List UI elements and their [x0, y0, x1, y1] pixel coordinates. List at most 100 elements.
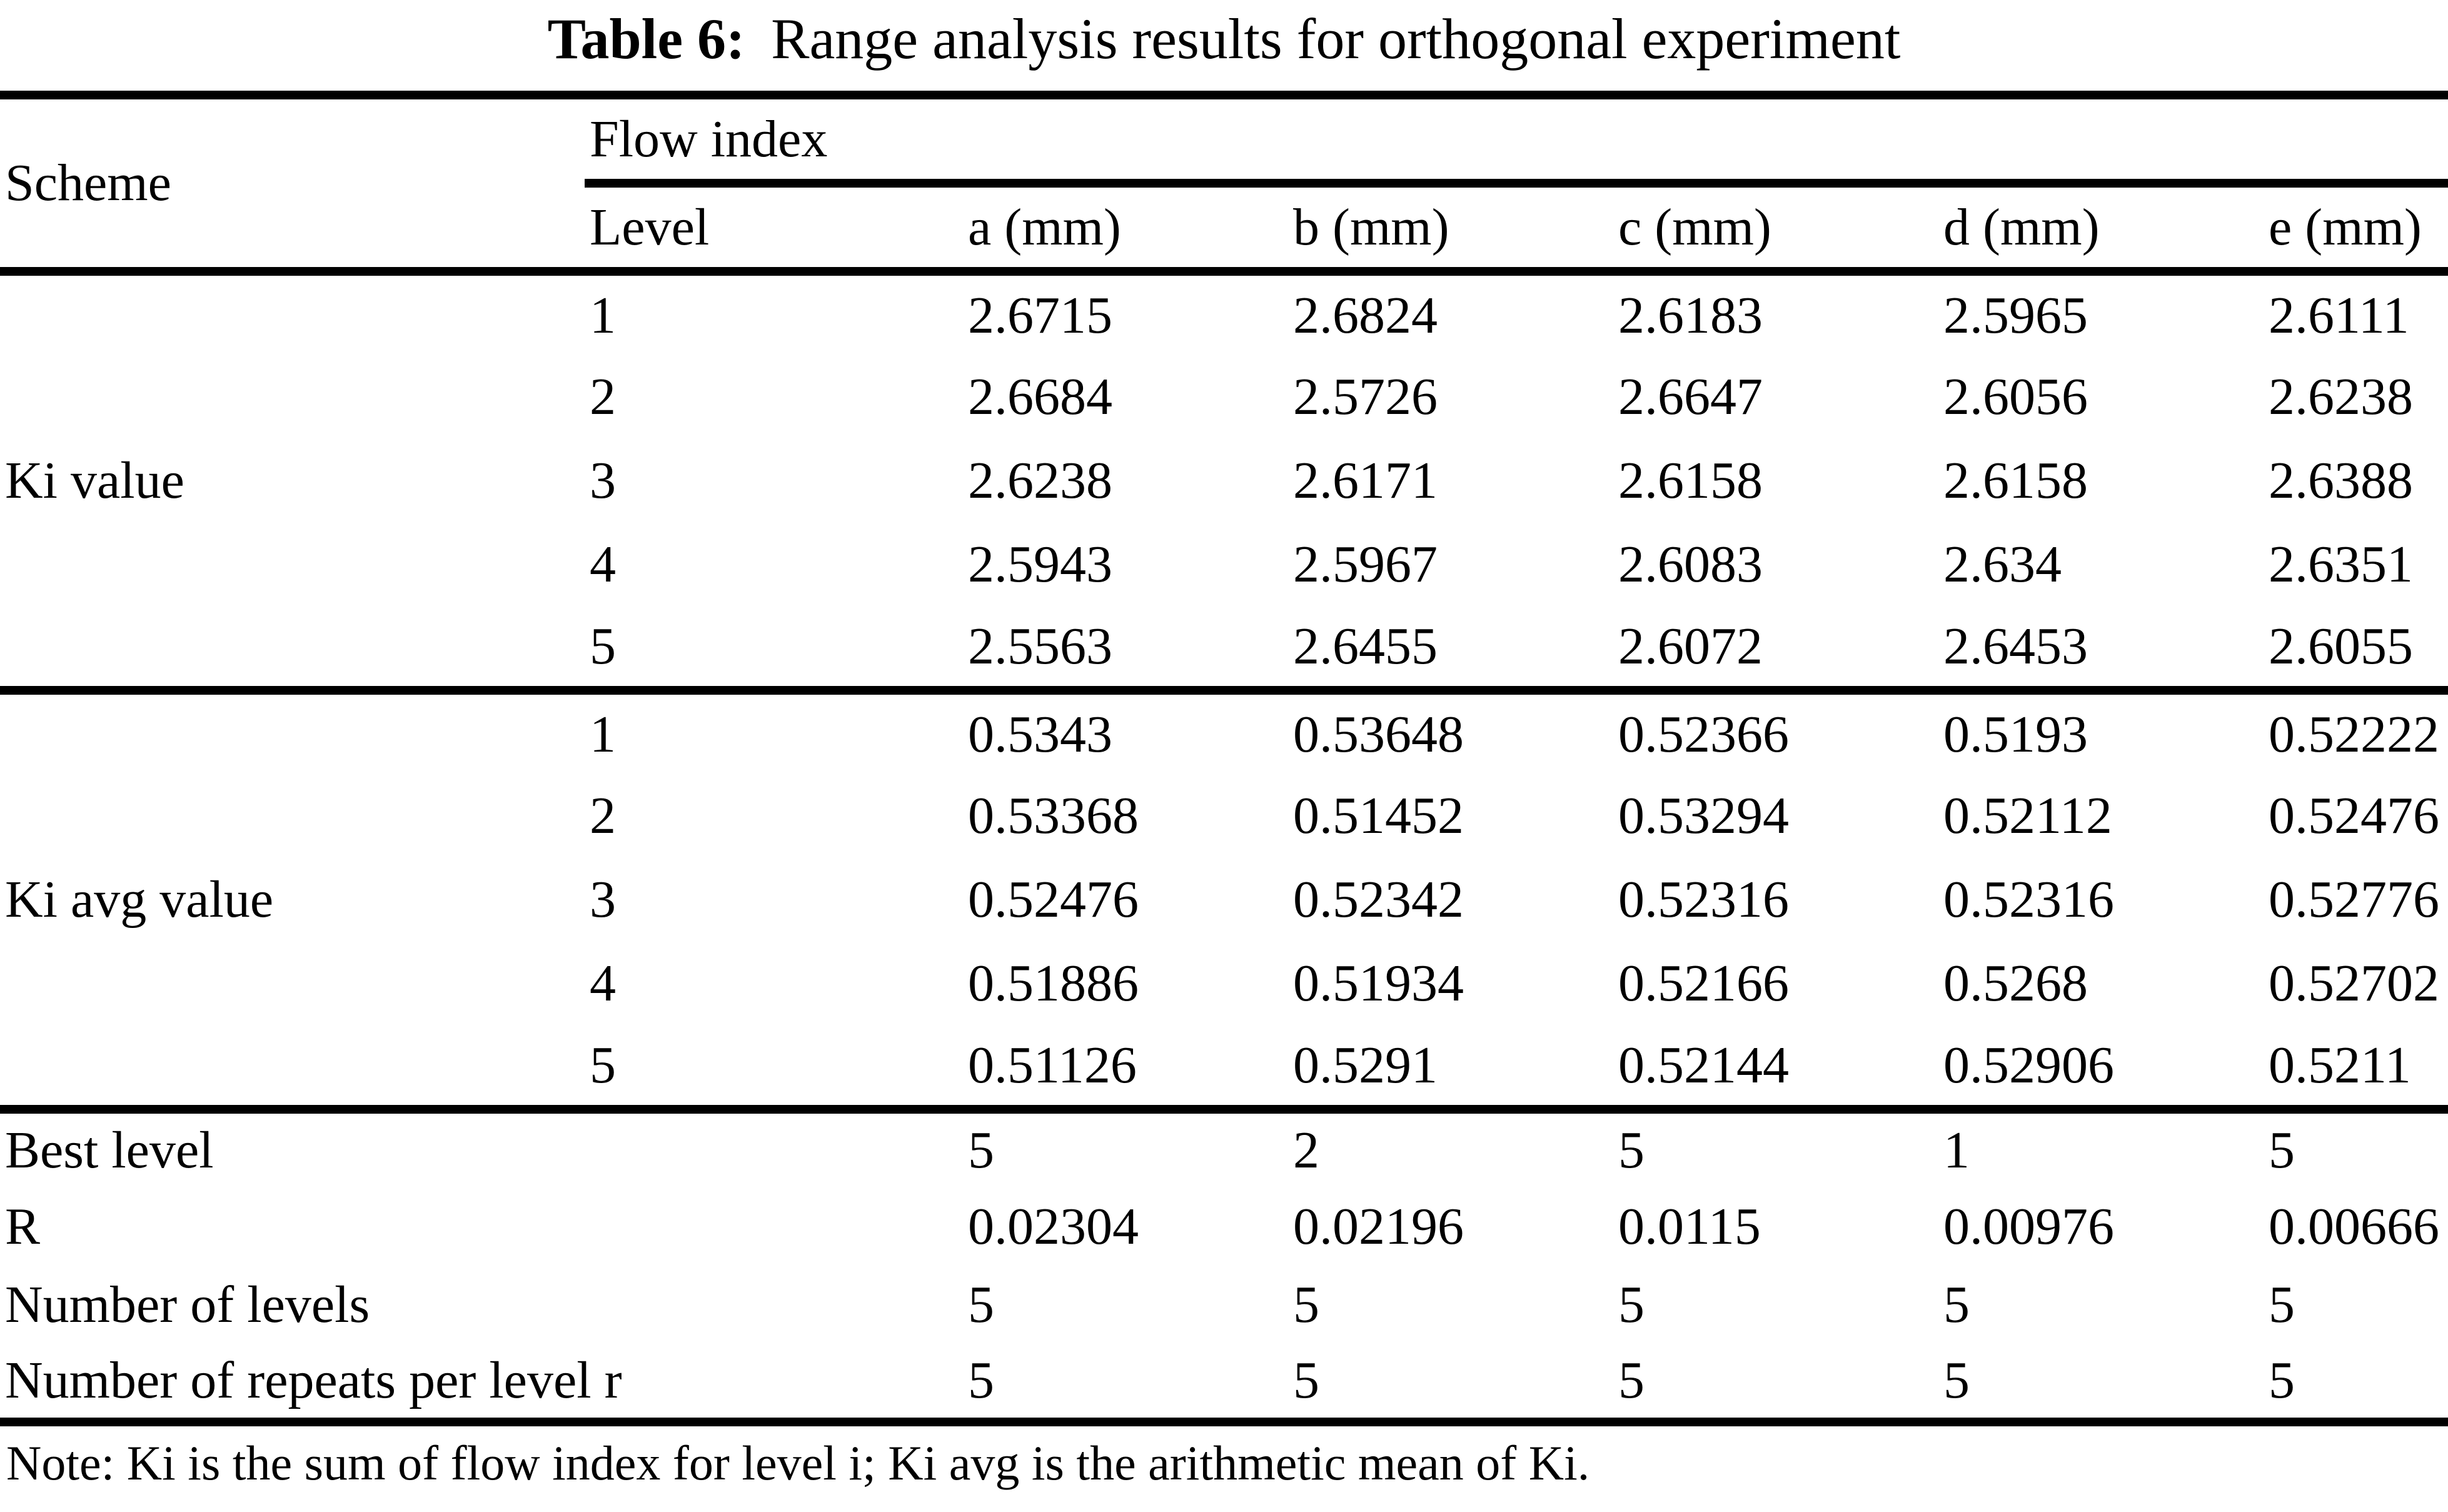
value-cell: 2.6351 [2269, 535, 2413, 593]
range-analysis-table: Scheme Flow index Level a (mm) b (mm) c … [0, 91, 2448, 1426]
value-cell: 0.5343 [968, 705, 1112, 764]
summary-value: 5 [1613, 1344, 1938, 1426]
table-row-best-level: Best level 5 2 5 1 5 [0, 1109, 2448, 1187]
value-cell: 0.5211 [2264, 1026, 2448, 1114]
table-row-number-of-levels: Number of levels 5 5 5 5 5 [0, 1266, 2448, 1344]
summary-value: 2 [1293, 1121, 1319, 1179]
value-cell: 0.52316 [1943, 870, 2114, 929]
summary-value: 5 [1943, 1275, 1970, 1334]
summary-value: 5 [1618, 1121, 1645, 1179]
level-cell: 3 [590, 870, 616, 929]
value-cell: 0.52342 [1293, 870, 1464, 929]
value-cell: 2.6388 [2269, 451, 2413, 510]
value-cell: 0.5291 [1288, 1026, 1613, 1114]
value-cell: 0.52906 [1938, 1026, 2264, 1114]
level-cell: 4 [590, 954, 616, 1012]
level-cell: 3 [590, 451, 616, 510]
value-cell: 2.6453 [1938, 607, 2264, 695]
value-cell: 2.6083 [1618, 535, 1763, 593]
summary-value: 0.0115 [1618, 1197, 1761, 1256]
value-cell: 0.52366 [1618, 705, 1789, 764]
summary-value: 5 [968, 1275, 994, 1334]
value-cell: 2.6183 [1618, 286, 1763, 345]
value-cell: 2.6111 [2269, 286, 2409, 345]
scheme-header: Scheme [0, 91, 585, 276]
table-row-range: R 0.02304 0.02196 0.0115 0.00976 0.00666 [0, 1187, 2448, 1266]
value-cell: 0.51934 [1293, 954, 1464, 1012]
value-cell: 0.52776 [2269, 870, 2439, 929]
summary-label: Number of repeats per level r [0, 1344, 963, 1426]
summary-value: 5 [2269, 1275, 2295, 1334]
value-cell: 2.6684 [968, 368, 1112, 426]
value-cell: 2.6171 [1293, 451, 1438, 510]
value-cell: 2.6056 [1943, 368, 2088, 426]
value-cell: 0.51452 [1293, 787, 1464, 845]
value-cell: 2.634 [1943, 535, 2062, 593]
summary-value: 0.00976 [1943, 1197, 2114, 1256]
level-cell: 1 [590, 705, 616, 764]
table-note: Note: Ki is the sum of flow index for le… [6, 1436, 1590, 1490]
value-cell: 2.5965 [1943, 286, 2088, 345]
table-row: 3 0.52476 0.52342 0.52316 0.52316 0.5277… [0, 858, 2448, 942]
summary-value: 0.00666 [2269, 1197, 2439, 1256]
level-cell: 2 [590, 368, 616, 426]
value-cell: 2.6824 [1293, 286, 1438, 345]
value-cell: 0.52702 [2269, 954, 2439, 1012]
table-row: 2 0.53368 0.51452 0.53294 0.52112 0.5247… [0, 774, 2448, 858]
table-row: 2 2.6684 2.5726 2.6647 2.6056 2.6238 [0, 355, 2448, 439]
summary-value: 5 [1288, 1344, 1613, 1426]
col-header-a: a (mm) [963, 183, 1288, 276]
section-label-ki-avg-value: Ki avg value [0, 690, 585, 1114]
value-cell: 0.52222 [2269, 705, 2439, 764]
summary-value: 5 [1293, 1275, 1319, 1334]
value-cell: 2.6238 [968, 451, 1112, 510]
value-cell: 2.5726 [1293, 368, 1438, 426]
col-header-d: d (mm) [1938, 183, 2264, 276]
summary-label: Best level [5, 1121, 214, 1179]
summary-value: 1 [1943, 1121, 1970, 1179]
table-row: 4 0.51886 0.51934 0.52166 0.5268 0.52702 [0, 942, 2448, 1026]
value-cell: 2.5563 [963, 607, 1288, 695]
value-cell: 2.5943 [968, 535, 1112, 593]
summary-value: 0.02196 [1293, 1197, 1464, 1256]
table-row: 5 2.5563 2.6455 2.6072 2.6453 2.6055 [0, 607, 2448, 695]
col-header-c: c (mm) [1613, 183, 1938, 276]
value-cell: 0.52144 [1613, 1026, 1938, 1114]
flow-index-group-header: Flow index [585, 91, 2448, 188]
value-cell: 2.6238 [2269, 368, 2413, 426]
summary-value: 5 [2264, 1344, 2448, 1426]
summary-value: 5 [1938, 1344, 2264, 1426]
table-row: Ki avg value 1 0.5343 0.53648 0.52366 0.… [0, 690, 2448, 1114]
value-cell: 2.6647 [1618, 368, 1763, 426]
summary-value: 5 [963, 1344, 1288, 1426]
value-cell: 2.6072 [1613, 607, 1938, 695]
level-cell: 2 [590, 787, 616, 845]
summary-value: 5 [2269, 1121, 2295, 1179]
value-cell: 0.5268 [1943, 954, 2088, 1012]
table-row: Ki value 1 2.6715 2.6824 2.6183 2.5965 2… [0, 271, 2448, 695]
value-cell: 0.52476 [2269, 787, 2439, 845]
col-header-level: Level [585, 183, 963, 276]
table-title: Table 6: Range analysis results for ortho… [0, 0, 2448, 91]
table-row: 4 2.5943 2.5967 2.6083 2.634 2.6351 [0, 523, 2448, 607]
col-header-e: e (mm) [2264, 183, 2448, 276]
value-cell: 2.6158 [1618, 451, 1763, 510]
level-cell: 5 [585, 607, 963, 695]
table-title-text: Range analysis results for orthogonal ex… [771, 7, 1901, 71]
value-cell: 0.51126 [963, 1026, 1288, 1114]
value-cell: 0.52476 [968, 870, 1139, 929]
summary-value: 5 [968, 1121, 994, 1179]
value-cell: 2.6158 [1943, 451, 2088, 510]
value-cell: 0.53294 [1618, 787, 1789, 845]
value-cell: 2.6455 [1288, 607, 1613, 695]
value-cell: 0.52316 [1618, 870, 1789, 929]
value-cell: 2.6715 [968, 286, 1112, 345]
value-cell: 0.52166 [1618, 954, 1789, 1012]
level-cell: 5 [585, 1026, 963, 1114]
value-cell: 2.5967 [1293, 535, 1438, 593]
summary-value: 0.02304 [968, 1197, 1139, 1256]
summary-value: 5 [1618, 1275, 1645, 1334]
table-title-number: Table 6: [547, 7, 745, 71]
value-cell: 0.51886 [968, 954, 1139, 1012]
